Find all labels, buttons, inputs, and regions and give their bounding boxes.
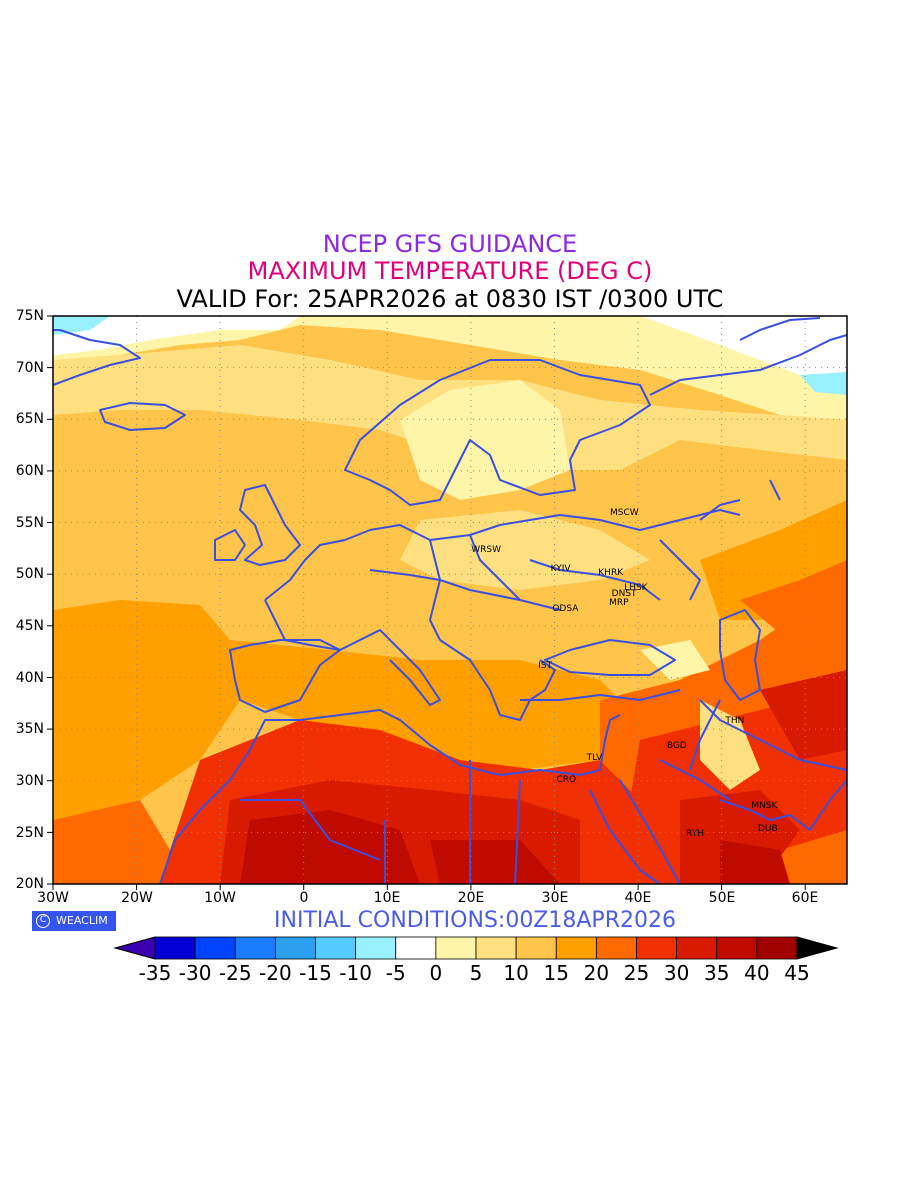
title-valid-time: VALID For: 25APR2026 at 0830 IST /0300 U… [176, 285, 724, 313]
city-label-dub: DUB [757, 824, 778, 835]
lat-label: 45N [15, 618, 44, 634]
colorbar-tick-label: 25 [623, 961, 650, 985]
colorbar-tick-label: -5 [385, 961, 406, 985]
colorbar-tick-label: -35 [138, 961, 172, 985]
lat-label: 75N [15, 308, 44, 324]
lon-label: 20W [121, 890, 153, 906]
lat-label: 35N [15, 721, 44, 737]
city-label-kyiv: KYIV [550, 564, 571, 575]
initial-conditions: INITIAL CONDITIONS:00Z18APR2026 [274, 908, 676, 933]
colorbar-tick-label: 15 [543, 961, 569, 985]
colorbar-tick-label: 10 [503, 961, 529, 985]
lat-label: 55N [15, 515, 44, 531]
lon-label: 0 [299, 890, 309, 906]
colorbar-tick-label: 45 [784, 961, 810, 985]
colorbar-tick-label: -20 [259, 961, 292, 985]
title-line-2: MAXIMUM TEMPERATURE (DEG C) [247, 257, 653, 285]
lat-label: 70N [15, 360, 44, 376]
city-label-mnsk: MNSK [751, 800, 778, 811]
lon-label: 30E [541, 890, 569, 906]
temperature-field [53, 316, 847, 884]
city-label-tlv: TLV [586, 753, 603, 764]
city-label-mrp: MRP [609, 598, 629, 609]
temperature-map [47, 315, 848, 890]
colorbar-tick-label: 30 [663, 961, 690, 985]
lon-label: 10W [204, 890, 236, 906]
colorbar-tick-label: -25 [218, 961, 252, 985]
lon-label: 30W [37, 890, 69, 906]
axis-ticks [47, 315, 806, 890]
city-label-ist: IST [538, 661, 552, 672]
colorbar-tick-label: -10 [339, 961, 372, 985]
colorbar-tick-label: 0 [429, 961, 443, 985]
lat-label: 65N [15, 411, 44, 427]
lon-label: 40E [624, 890, 652, 906]
lon-label: 60E [791, 890, 819, 906]
lat-label: 40N [15, 670, 44, 686]
colorbar-tick-label: 40 [744, 961, 770, 985]
weaclim-badge[interactable]: C WEACLIM [32, 911, 116, 931]
city-label-lhsk: LHSK [624, 582, 648, 593]
city-label-khrk: KHRK [598, 568, 624, 579]
badge-text: WEACLIM [56, 914, 108, 927]
lon-label: 10E [373, 890, 401, 906]
weaclim-logo-icon: C [36, 914, 50, 928]
colorbar-tick-label: 35 [704, 961, 730, 985]
city-label-mscw: MSCW [609, 508, 639, 519]
map-frame [52, 315, 848, 885]
title-line-1: NCEP GFS GUIDANCE [322, 230, 578, 258]
city-label-wrsw: WRSW [471, 545, 502, 556]
coastlines-borders [53, 317, 847, 884]
lat-label: 50N [15, 566, 44, 582]
lat-label: 60N [15, 463, 44, 479]
colorbar-tick-label: 5 [469, 961, 483, 985]
lat-label: 30N [15, 773, 44, 789]
lon-label: 50E [708, 890, 736, 906]
city-label-bgd: BGD [666, 740, 687, 751]
lat-label: 25N [15, 825, 44, 841]
lat-label: 20N [15, 876, 44, 892]
city-label-dnst: DNST [611, 588, 637, 599]
lon-label: 20E [457, 890, 485, 906]
city-label-thn: THN [725, 715, 745, 726]
colorbar-tick-label: 20 [583, 961, 610, 985]
colorbar-tick-label: -15 [299, 961, 332, 985]
city-label-ryh: RYH [686, 829, 704, 840]
city-label-odsa: ODSA [552, 604, 579, 615]
colorbar-tick-label: -30 [178, 961, 212, 985]
grid-lines [53, 316, 847, 884]
city-label-cro: CRO [556, 774, 577, 785]
